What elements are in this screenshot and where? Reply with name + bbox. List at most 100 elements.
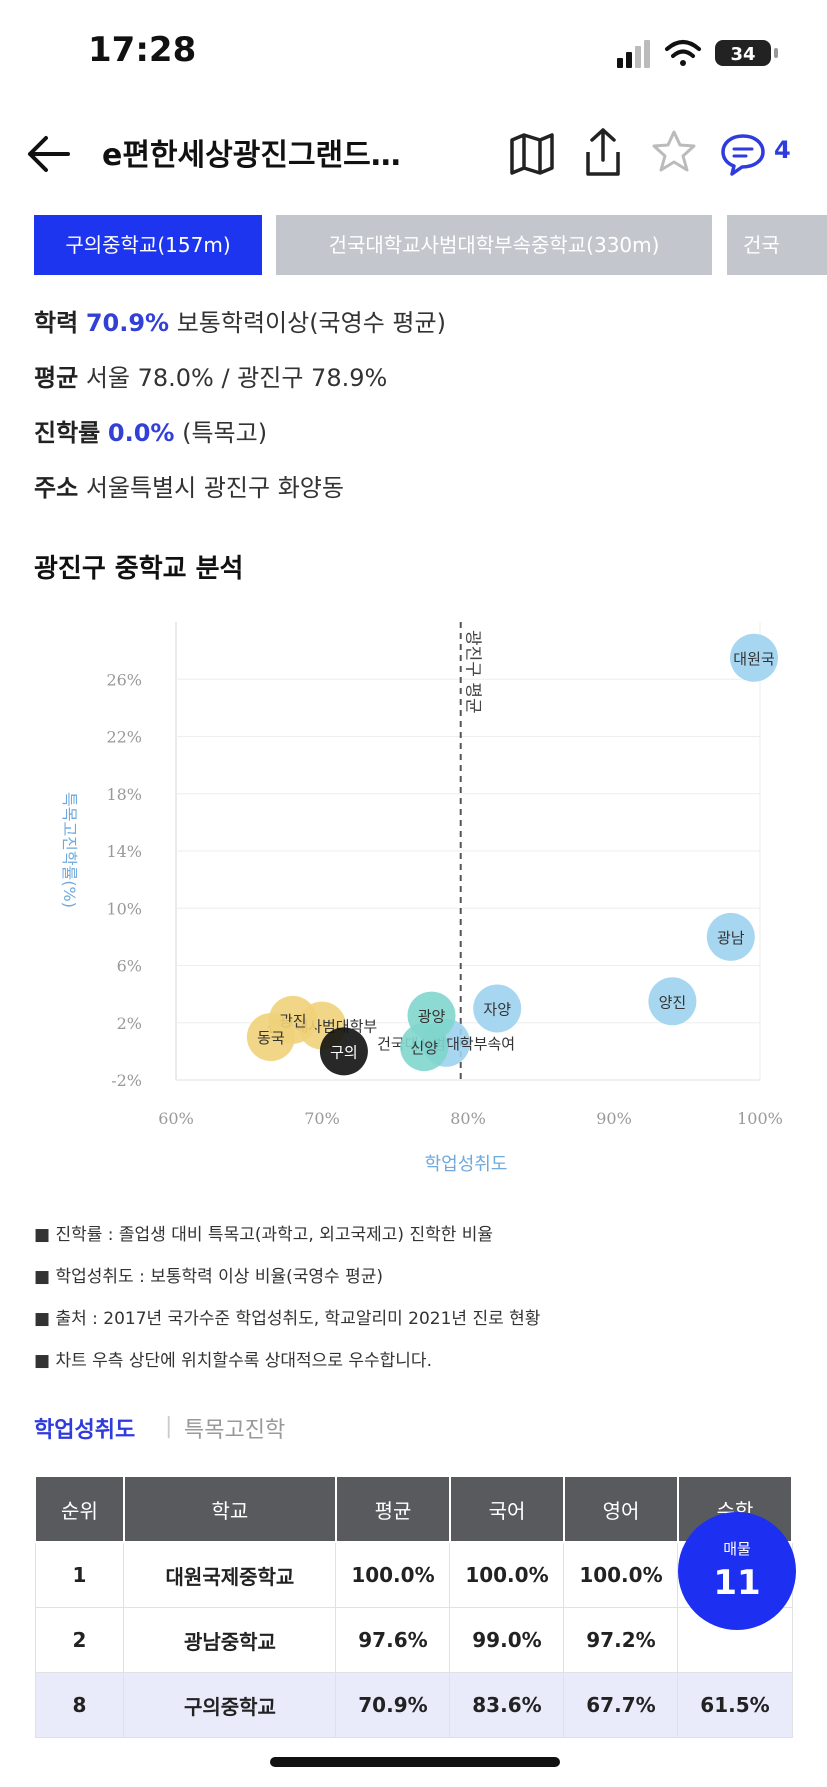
table-row-current-school[interactable]: 8 구의중학교 70.9% 83.6% 67.7% 61.5%: [34, 1672, 793, 1738]
analysis-title: 광진구 중학교 분석: [34, 554, 244, 584]
data-point[interactable]: 자양: [473, 984, 522, 1033]
tab-school-guui[interactable]: 구의중학교(157m): [34, 215, 262, 275]
table-header-row: 순위 학교 평균 국어 영어 수학: [34, 1475, 794, 1543]
note-advance-rate: ■ 진학률 : 졸업생 대비 특목고(과학고, 외고국제고) 진학한 비율: [34, 1225, 494, 1245]
wifi-icon: [665, 40, 701, 66]
data-point-label: 구의: [330, 1043, 358, 1061]
info-academic-key: 학력: [34, 309, 79, 337]
y-tick-label: 18%: [106, 785, 142, 804]
info-address: 주소 서울특별시 광진구 화양동: [34, 468, 344, 503]
data-point-label: 신양: [410, 1039, 438, 1057]
table-cell: 광남중학교: [123, 1607, 337, 1673]
table-cell: 구의중학교: [123, 1672, 337, 1738]
tab-school-konkuk-more[interactable]: 건국: [727, 215, 827, 275]
tab-school-konkuk-attached[interactable]: 건국대학교사범대학부속중학교(330m): [276, 215, 712, 275]
y-tick-label: -2%: [111, 1071, 142, 1090]
data-point-marker: [473, 984, 522, 1033]
data-point-marker: [706, 912, 755, 961]
data-point[interactable]: 신양: [400, 1023, 449, 1072]
data-point[interactable]: 광남: [706, 912, 755, 961]
x-tick-label: 100%: [737, 1109, 783, 1128]
data-point-label: 동국: [257, 1029, 285, 1047]
table-row[interactable]: 2 광남중학교 97.6% 99.0% 97.2%: [34, 1607, 793, 1673]
data-point-marker: [246, 1013, 295, 1062]
table-cell: 1: [34, 1541, 125, 1608]
x-tick-label: 70%: [304, 1109, 340, 1128]
data-point[interactable]: 양진: [648, 977, 697, 1026]
table-header-korean: 국어: [448, 1475, 565, 1543]
school-tabs: 구의중학교(157m) 건국대학교사범대학부속중학교(330m) 건국: [0, 215, 827, 277]
info-academic-desc: 보통학력이상(국영수 평균): [176, 309, 446, 337]
signal-icon: [617, 40, 650, 68]
table-header-english: 영어: [562, 1475, 679, 1543]
data-point-label: 양진: [659, 993, 687, 1011]
table-cell: 100.0%: [449, 1541, 565, 1608]
info-average: 평균 서울 78.0% / 광진구 78.9%: [34, 358, 387, 393]
data-point-marker: [648, 977, 697, 1026]
table-cell: 대원국제중학교: [123, 1541, 337, 1608]
info-academic-value: 70.9%: [85, 309, 170, 337]
y-tick-label: 14%: [106, 842, 142, 861]
page-title: e편한세상광진그랜드…: [102, 138, 401, 173]
data-point-label: 대원국: [733, 650, 775, 668]
x-tick-label: 80%: [450, 1109, 486, 1128]
battery-level: 34: [730, 44, 755, 65]
note-chart-hint: ■ 차트 우측 상단에 위치할수록 상대적으로 우수합니다.: [34, 1351, 432, 1371]
info-advance-value: 0.0%: [107, 419, 175, 447]
data-point-label: 광남: [717, 929, 745, 947]
chart-ylabel: 특목고진학률(%): [60, 792, 79, 908]
info-address-key: 주소: [34, 474, 79, 502]
y-tick-label: 22%: [106, 728, 142, 747]
info-academic: 학력 70.9% 보통학력이상(국영수 평균): [34, 303, 446, 338]
scatter-chart: 26% 22% 18% 14% 10% 6% 2% -2% 60% 70% 80% 90% 100% 광…: [0, 600, 827, 1180]
back-arrow-icon[interactable]: [24, 132, 74, 176]
chart-xlabel: 학업성취도: [425, 1154, 508, 1175]
comment-count: 4: [774, 136, 791, 164]
data-point-marker: [400, 1023, 449, 1072]
share-icon[interactable]: [580, 126, 626, 178]
table-header-school: 학교: [122, 1475, 337, 1543]
info-advance-key: 진학률: [34, 419, 101, 447]
status-time: 17:28: [88, 30, 197, 70]
y-tick-label: 10%: [106, 899, 142, 918]
data-point[interactable]: 대원국: [730, 633, 778, 682]
x-tick-label: 60%: [158, 1109, 194, 1128]
data-point-label: 자양: [483, 1000, 511, 1018]
map-icon[interactable]: [508, 130, 556, 178]
table-cell: 97.6%: [335, 1607, 451, 1673]
table-cell: 99.0%: [449, 1607, 565, 1673]
table-cell: 61.5%: [677, 1672, 793, 1738]
comment-icon[interactable]: [718, 130, 768, 178]
listings-label: 매물: [723, 1540, 751, 1558]
data-point-marker: [730, 633, 778, 682]
listings-floating-button[interactable]: 매물 11: [678, 1512, 796, 1630]
data-point[interactable]: 구의: [319, 1027, 368, 1076]
table-cell: 100.0%: [335, 1541, 451, 1608]
subtab-special-advance[interactable]: 특목고진학: [184, 1418, 286, 1443]
info-average-key: 평균: [34, 364, 79, 392]
info-address-value: 서울특별시 광진구 화양동: [85, 474, 344, 502]
table-cell: 100.0%: [563, 1541, 679, 1608]
scatter-chart-svg: 26% 22% 18% 14% 10% 6% 2% -2% 60% 70% 80% 90% 100% 광…: [60, 622, 783, 1175]
data-point[interactable]: 동국: [246, 1013, 295, 1062]
table-cell: 8: [34, 1672, 125, 1738]
note-source: ■ 출처 : 2017년 국가수준 학업성취도, 학교알리미 2021년 진로 …: [34, 1309, 541, 1329]
subtab-academic[interactable]: 학업성취도: [34, 1418, 136, 1443]
y-tick-label: 26%: [106, 670, 142, 689]
table-row[interactable]: 1 대원국제중학교 100.0% 100.0% 100.0%: [34, 1541, 793, 1608]
info-average-value: 서울 78.0% / 광진구 78.9%: [85, 364, 388, 392]
data-point-label: 광양: [418, 1008, 446, 1026]
home-indicator[interactable]: [270, 1757, 560, 1767]
x-tick-label: 90%: [596, 1109, 632, 1128]
table-cell: 97.2%: [563, 1607, 679, 1673]
table-cell: 70.9%: [335, 1672, 451, 1738]
star-icon[interactable]: [650, 128, 698, 176]
subtab-divider: |: [165, 1414, 173, 1439]
info-advance: 진학률 0.0% (특목고): [34, 413, 267, 448]
info-advance-desc: (특목고): [182, 419, 268, 447]
y-tick-label: 2%: [117, 1014, 142, 1033]
y-tick-label: 6%: [117, 957, 142, 976]
app-header: e편한세상광진그랜드… 4: [0, 110, 827, 200]
ranking-table: 순위 학교 평균 국어 영어 수학 1 대원국제중학교 100.0% 100.0…: [34, 1475, 794, 1738]
table-cell: 2: [34, 1607, 125, 1673]
